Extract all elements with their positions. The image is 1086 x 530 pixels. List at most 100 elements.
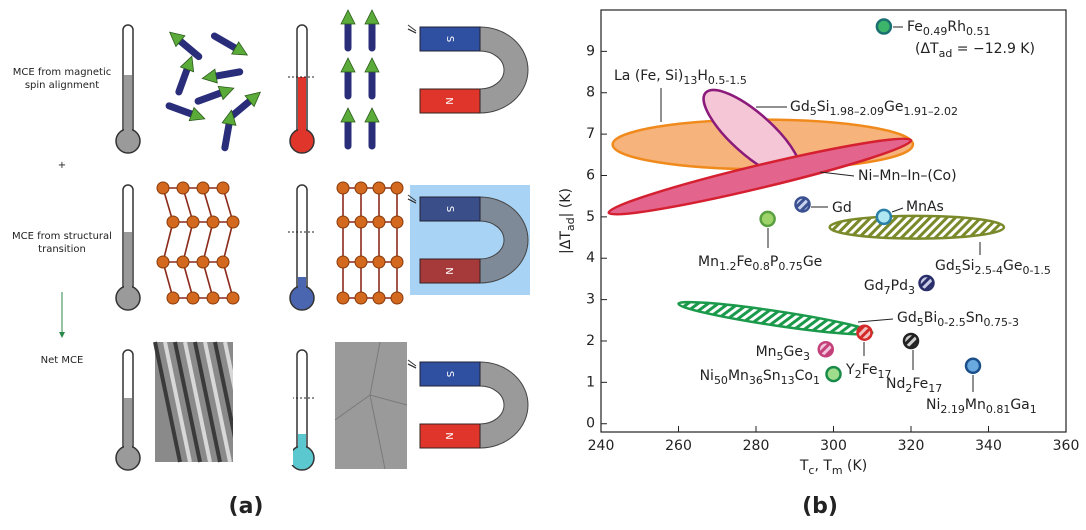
atom — [176, 181, 190, 195]
label-part: 0.75-3 — [983, 316, 1018, 329]
magnet-arc — [479, 26, 529, 114]
x-axis-label: Tc, Tm (K) — [799, 458, 867, 477]
label-part: 13 — [781, 374, 795, 387]
label-part: Mn — [756, 344, 777, 360]
spin-head — [221, 109, 237, 126]
magnet-label: N — [445, 97, 456, 104]
micrograph-grain — [203, 341, 232, 463]
point — [817, 341, 834, 358]
spin-head — [340, 57, 356, 73]
x-tick-label: 240 — [588, 438, 615, 454]
spin-head — [231, 41, 249, 56]
y-tick-label: 4 — [586, 250, 595, 266]
point-label: Gd7Pd3 — [864, 278, 915, 297]
region — [828, 214, 1006, 240]
atom — [390, 181, 404, 195]
label-part: Ni–Mn–In–(Co) — [858, 168, 957, 184]
atom — [206, 215, 220, 229]
atom — [390, 215, 404, 229]
micrograph-grain — [334, 341, 408, 470]
label-part: 7 — [884, 284, 891, 297]
label-part: Mn — [965, 397, 986, 413]
atom — [216, 181, 230, 195]
label-part: 1.98–2.09 — [830, 105, 884, 118]
label-part: 5 — [955, 264, 962, 277]
label-part: (K) — [843, 458, 868, 474]
panel-b: 240 260 280 300 320 340 360 0 1 2 3 4 5 6 7 8 9 Tc, Tm (K… — [558, 9, 1079, 477]
region-label: Ni–Mn–In–(Co) — [858, 168, 957, 184]
label-part: |ΔT — [558, 231, 574, 254]
micrograph — [335, 342, 407, 469]
spin-head — [340, 9, 356, 25]
label-part: 50 — [714, 374, 728, 387]
atom — [166, 215, 180, 229]
label-part: Y — [845, 362, 855, 378]
spin-body — [227, 97, 254, 121]
spin-arrow — [201, 68, 244, 84]
point-label: Mn5Ge3 — [756, 344, 810, 363]
spin-arrow — [210, 32, 249, 56]
label-part: 0-1.5 — [1022, 264, 1050, 277]
label-part: Bi — [924, 310, 938, 326]
x-tick-label: 300 — [820, 438, 847, 454]
point-label: Y2Fe17 — [845, 362, 891, 381]
spin-head — [364, 107, 380, 123]
atom — [156, 181, 170, 195]
y-tick-label: 2 — [586, 333, 595, 349]
spin-arrow — [364, 107, 380, 150]
spin-arrow — [340, 107, 356, 150]
point — [902, 332, 920, 350]
flow-arrow-head — [59, 332, 65, 338]
point-label: Ni2.19Mn0.81Ga1 — [926, 397, 1037, 416]
y-tick-label: 0 — [586, 416, 595, 432]
magnet-label: S — [444, 371, 455, 377]
label-part: La (Fe, Si) — [614, 68, 683, 84]
atom — [390, 291, 404, 305]
atom — [186, 215, 200, 229]
point — [759, 210, 776, 228]
point — [875, 208, 893, 226]
field-tick — [407, 194, 417, 202]
label-part: ad — [939, 47, 953, 60]
atom — [336, 215, 350, 229]
spin-body — [210, 32, 239, 52]
label-part: 1 — [1030, 403, 1037, 416]
atom — [372, 181, 386, 195]
label-part: Gd — [897, 310, 917, 326]
label-part: P — [770, 254, 778, 270]
magnet-south — [419, 361, 481, 387]
spin-body — [165, 102, 196, 118]
magnet-north — [419, 258, 481, 284]
label-part: 13 — [683, 74, 697, 87]
label-part: c — [808, 464, 814, 477]
label-part: 0.5-1.5 — [708, 74, 747, 87]
label-part: m — [832, 464, 843, 477]
label-part: 3 — [803, 350, 810, 363]
spin-arrow — [227, 91, 262, 121]
bond — [182, 221, 194, 263]
micrograph-grain — [193, 341, 222, 463]
atom — [166, 291, 180, 305]
y-tick-label: 5 — [586, 209, 595, 225]
spin-arrow — [364, 57, 380, 100]
label-part: 0.49 — [923, 25, 948, 38]
magnet-north — [419, 423, 481, 449]
row-label: transition — [38, 244, 86, 255]
atom — [226, 291, 240, 305]
y-tick-label: 9 — [586, 43, 595, 59]
region-label: Gd5Bi0-2.5Sn0.75-3 — [897, 310, 1019, 329]
y-axis-label: |ΔTad| (K) — [558, 188, 577, 254]
micrograph-grain — [153, 341, 182, 463]
atom — [354, 181, 368, 195]
label-part: 0.8 — [752, 260, 770, 273]
micrograph-mask — [233, 340, 293, 465]
label-part: = −12.9 K) — [952, 41, 1035, 57]
label-part: Ge — [884, 99, 903, 115]
magnet-label: S — [444, 36, 455, 42]
y-tick-label: 8 — [586, 85, 595, 101]
x-tick-label: 280 — [743, 438, 770, 454]
label-part: 2 — [855, 368, 862, 381]
label-part: Ge — [784, 344, 803, 360]
leader-line — [819, 171, 855, 177]
label-part: Fe — [736, 254, 752, 270]
